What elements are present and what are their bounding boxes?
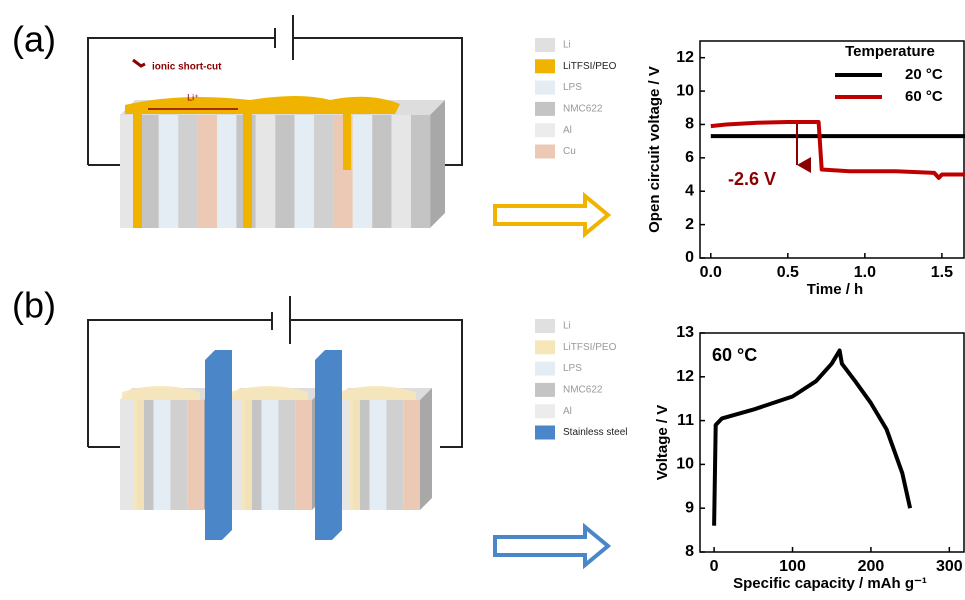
legend-label: LPS — [563, 82, 582, 93]
legend-label: Stainless steel — [563, 427, 627, 438]
electrolyte — [122, 386, 200, 510]
y-tick-label: 0 — [685, 249, 694, 266]
legend-swatch — [535, 59, 555, 74]
layer — [261, 400, 279, 510]
diagram-a: (a) ionic short-cut Li⁺ Li LiTFSI/PEO LPS N… — [12, 15, 617, 239]
y-axis-label: Open circuit voltage / V — [646, 66, 663, 233]
layer — [372, 115, 392, 228]
layer — [295, 400, 312, 510]
legend-title: Temperature — [845, 43, 935, 60]
diagram-b: (b) Li LiTFSI/PEO LPS NMC622 Al Stainless ste… — [12, 285, 627, 570]
legend-label: LPS — [563, 363, 582, 374]
legend-swatch — [535, 101, 555, 116]
legend-label: NMC622 — [563, 104, 603, 115]
legend-swatch — [535, 382, 555, 397]
layer — [187, 400, 204, 510]
layer — [178, 115, 198, 228]
legend-swatch — [535, 425, 555, 440]
y-tick-label: 10 — [676, 456, 694, 473]
layer — [369, 400, 387, 510]
layer — [153, 400, 171, 510]
legend-label: 60 °C — [905, 88, 943, 105]
legend-swatch — [535, 319, 555, 333]
y-tick-label: 10 — [676, 82, 694, 99]
data-line — [712, 348, 913, 526]
y-tick-label: 12 — [676, 368, 694, 385]
x-tick-label: 0.5 — [777, 264, 799, 281]
layer — [391, 115, 411, 228]
legend-swatch — [535, 404, 555, 419]
x-tick-label: 200 — [858, 558, 885, 575]
electrolyte — [230, 386, 308, 510]
legend-label: Li — [563, 321, 571, 332]
electrolyte — [338, 386, 416, 510]
x-axis-label: Time / h — [807, 281, 863, 298]
layer — [275, 115, 295, 228]
x-tick-label: 300 — [936, 558, 963, 575]
legend-swatch — [535, 123, 555, 138]
layer — [403, 400, 420, 510]
layer — [139, 115, 159, 228]
layer — [158, 115, 179, 228]
layer — [255, 115, 276, 228]
y-tick-label: 6 — [685, 149, 694, 166]
legend-label: LiTFSI/PEO — [563, 61, 617, 72]
x-tick-label: 100 — [779, 558, 806, 575]
y-tick-label: 13 — [676, 324, 694, 341]
legend-label: Al — [563, 406, 572, 417]
x-tick-label: 0.0 — [700, 264, 722, 281]
y-tick-label: 8 — [685, 543, 694, 560]
legend-swatch — [535, 361, 555, 376]
legend-swatch — [535, 144, 555, 159]
annotation: -2.6 V — [728, 169, 776, 189]
x-axis-label: Specific capacity / mAh g⁻¹ — [733, 575, 927, 592]
y-tick-label: 9 — [685, 499, 694, 516]
x-tick-label: 0 — [710, 558, 719, 575]
legend-label: Al — [563, 125, 572, 136]
layer — [197, 115, 217, 228]
layer — [278, 400, 296, 510]
layer — [228, 400, 245, 510]
layer — [294, 115, 314, 228]
y-axis-label: Voltage / V — [654, 405, 671, 481]
y-tick-label: 12 — [676, 49, 694, 66]
plot-frame — [699, 40, 965, 259]
y-tick-label: 8 — [685, 116, 694, 133]
legend-swatch — [535, 80, 555, 95]
y-tick-label: 11 — [677, 412, 694, 429]
y-tick-label: 2 — [685, 216, 694, 233]
panel-label: (a) — [12, 19, 56, 60]
layer — [170, 400, 188, 510]
annotation: ionic short-cut — [152, 62, 222, 73]
layer — [420, 388, 432, 510]
legend-label: 20 °C — [905, 66, 943, 83]
layer — [411, 115, 431, 228]
layer — [314, 115, 334, 228]
annotation: 60 °C — [712, 345, 757, 365]
layer — [352, 115, 373, 228]
layer — [386, 400, 404, 510]
plot-frame — [699, 332, 965, 553]
x-tick-label: 1.5 — [931, 264, 953, 281]
layer — [217, 115, 237, 228]
legend-swatch — [535, 38, 555, 52]
legend-swatch — [535, 340, 555, 355]
panel-label: (b) — [12, 285, 56, 326]
legend-label: LiTFSI/PEO — [563, 342, 617, 353]
data-line — [710, 120, 965, 180]
legend-label: Li — [563, 40, 571, 51]
legend-label: NMC622 — [563, 385, 603, 396]
x-tick-label: 1.0 — [854, 264, 876, 281]
y-tick-label: 4 — [685, 182, 694, 199]
annotation: Li⁺ — [187, 92, 199, 102]
legend-label: Cu — [563, 146, 576, 157]
layer — [120, 400, 137, 510]
